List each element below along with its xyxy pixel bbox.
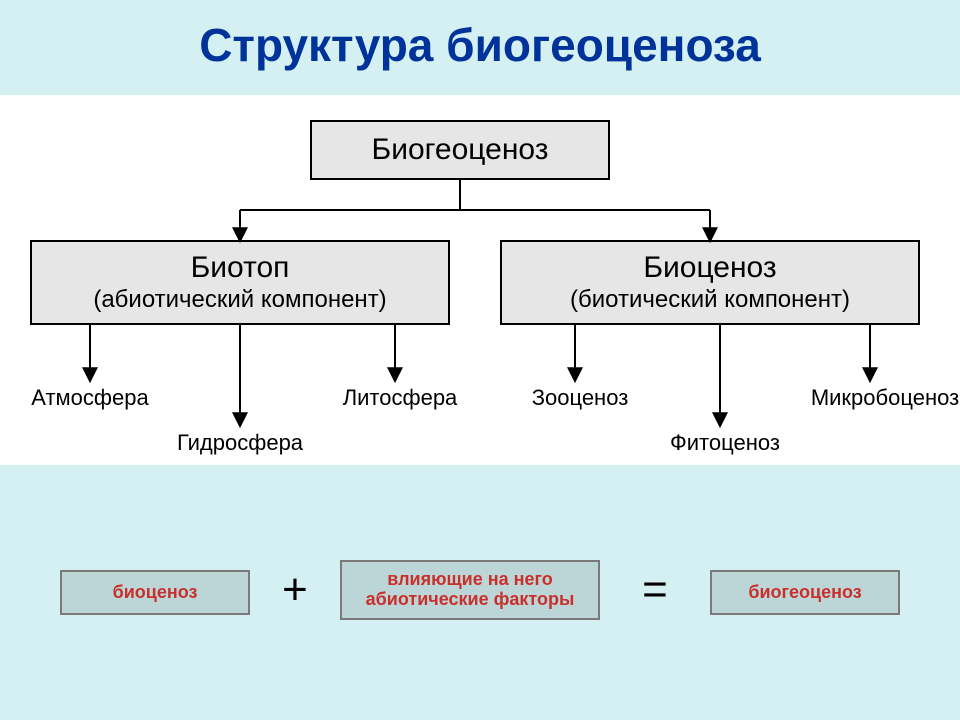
leaf-zoocenosis: Зооценоз	[490, 385, 670, 411]
leaf-phytocenosis: Фитоценоз	[625, 430, 825, 456]
equation-box-biocenosis: биоценоз	[60, 570, 250, 615]
tree-left-node: Биотоп (абиотический компонент)	[30, 240, 450, 325]
diagram-canvas: Структура биогеоценоза Биогеоценоз Биото…	[0, 0, 960, 720]
equation-box-abiotic-factors: влияющие на него абиотические факторы	[340, 560, 600, 620]
leaf-lithosphere: Литосфера	[300, 385, 500, 411]
tree-root-node: Биогеоценоз	[310, 120, 610, 180]
leaf-hydrosphere: Гидросфера	[140, 430, 340, 456]
equation-equals-sign: =	[610, 555, 700, 625]
leaf-atmosphere: Атмосфера	[0, 385, 180, 411]
tree-right-node: Биоценоз (биотический компонент)	[500, 240, 920, 325]
equation-plus-sign: +	[260, 555, 330, 625]
tree-right-title: Биоценоз	[643, 251, 776, 286]
equation-box-biogeocenosis: биогеоценоз	[710, 570, 900, 615]
tree-left-title: Биотоп	[191, 251, 290, 286]
tree-root-label: Биогеоценоз	[372, 133, 549, 168]
leaf-microbocenosis: Микробоценоз	[785, 385, 960, 411]
tree-right-subtitle: (биотический компонент)	[570, 286, 850, 314]
page-title: Структура биогеоценоза	[125, 18, 835, 72]
tree-left-subtitle: (абиотический компонент)	[93, 286, 386, 314]
